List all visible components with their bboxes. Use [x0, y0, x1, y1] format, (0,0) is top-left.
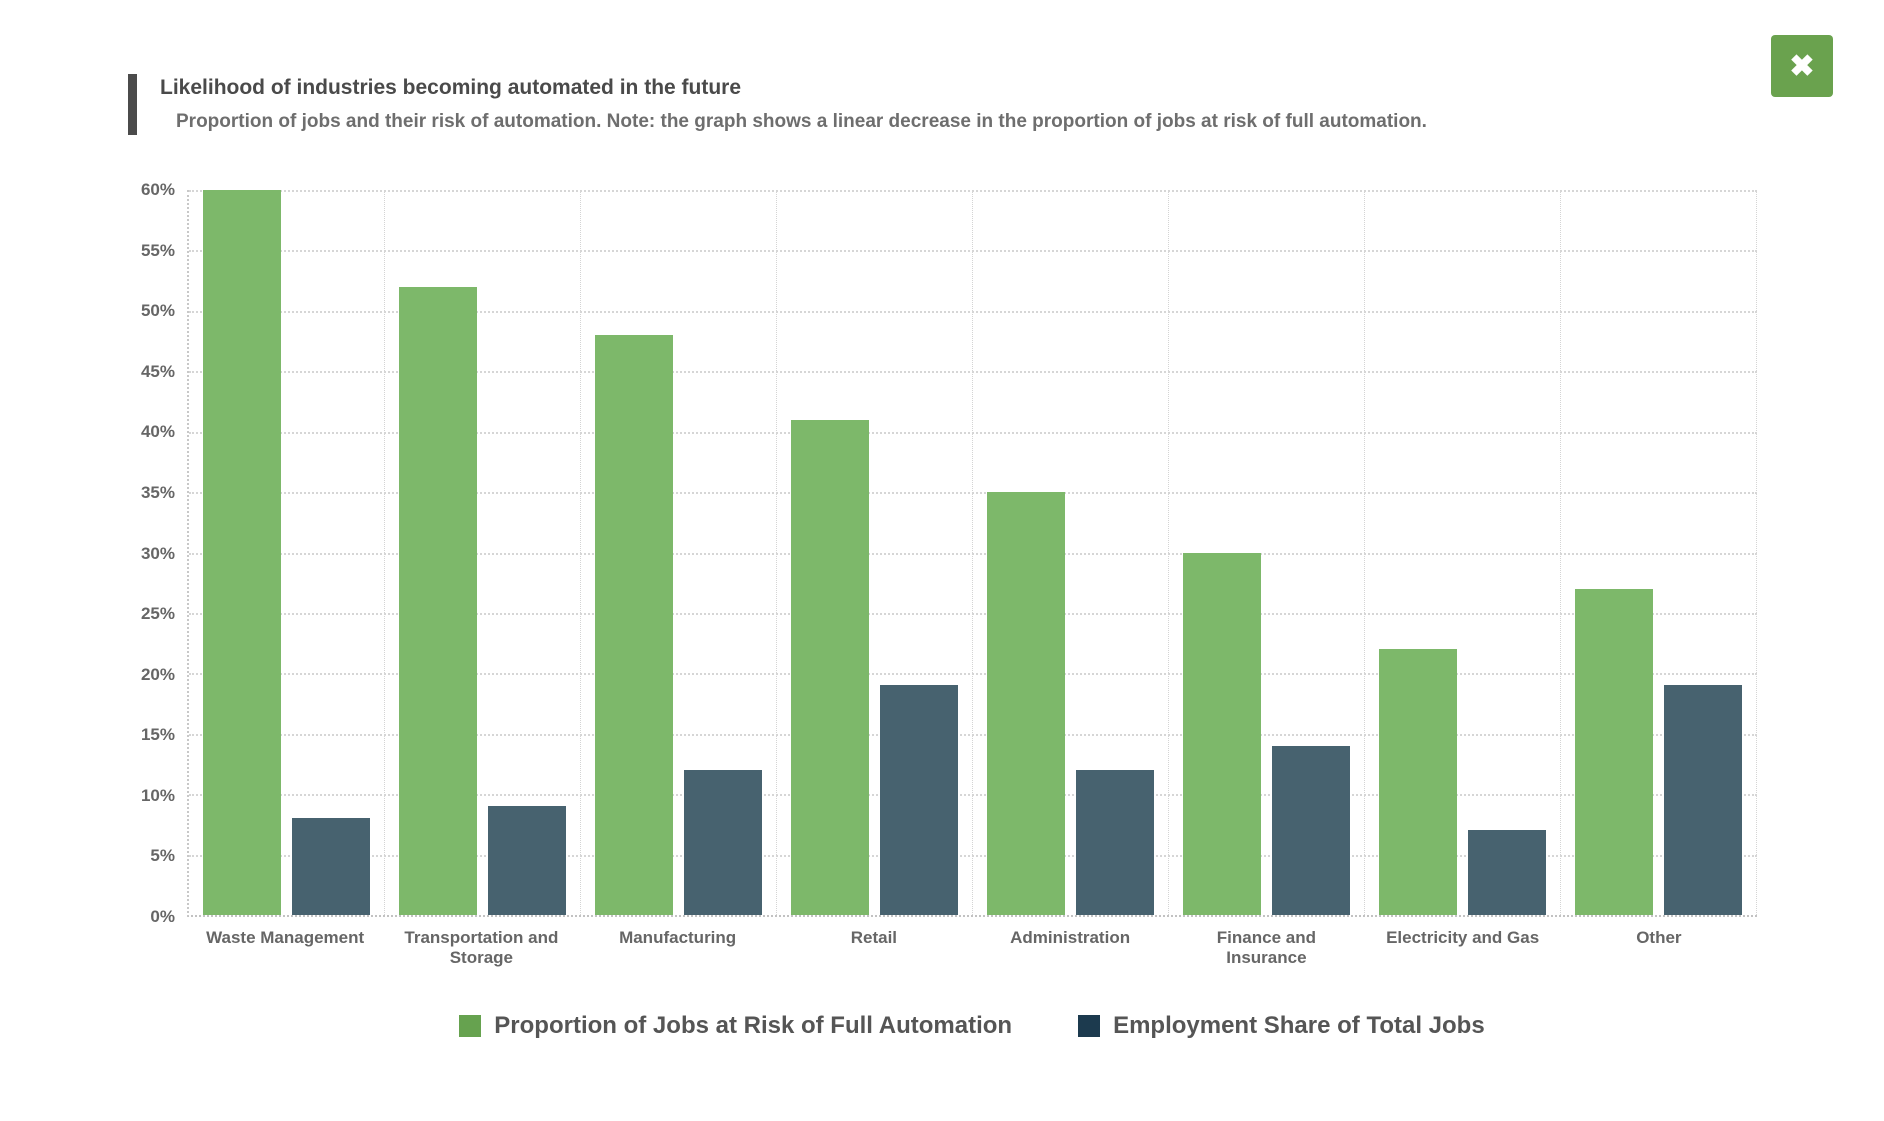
close-button[interactable]: ✖: [1771, 35, 1833, 97]
x-axis-label-waste-management: Waste Management: [206, 928, 365, 947]
legend-swatch-icon: [459, 1015, 482, 1037]
title-accent-bar: [128, 74, 137, 135]
legend-item-proportion-of-jobs-at-risk-of-full-automation[interactable]: Proportion of Jobs at Risk of Full Autom…: [459, 1012, 1012, 1040]
bar-group-administration: [973, 190, 1169, 915]
y-tick-label-10%: 10%: [140, 785, 175, 805]
chart-title: Likelihood of industries becoming automa…: [160, 76, 742, 99]
y-tick-label-30%: 30%: [140, 543, 175, 563]
gridline-45%: [189, 371, 1757, 374]
employment-share-bar-retail: [880, 685, 958, 915]
gridline-50%: [189, 310, 1757, 313]
bar-group-retail: [777, 190, 973, 915]
automation-risk-bar-waste-management: [203, 190, 281, 915]
gridline-30%: [189, 552, 1757, 555]
gridlines: [189, 190, 1757, 915]
y-tick-label-35%: 35%: [140, 482, 175, 502]
employment-share-bar-transportation-and-storage: [488, 806, 566, 915]
gridline-15%: [189, 733, 1757, 736]
gridline-25%: [189, 612, 1757, 615]
legend-label: Employment Share of Total Jobs: [1113, 1012, 1485, 1039]
bar-group-electricity-and-gas: [1365, 190, 1561, 915]
automation-risk-bar-finance-and-insurance: [1183, 552, 1261, 915]
x-axis-label-finance-and-insurance: Finance and Insurance: [1216, 928, 1316, 968]
gridline-60%: [189, 190, 1757, 192]
gridline-40%: [189, 431, 1757, 434]
y-tick-label-45%: 45%: [140, 361, 175, 381]
y-axis-labels: 0% 5% 10% 15% 20% 25% 30% 35% 40% 45% 50% 55% 60%: [105, 180, 175, 926]
automation-risk-bar-electricity-and-gas: [1379, 649, 1457, 915]
y-tick-label-60%: 60%: [140, 180, 175, 199]
plot-area: [187, 190, 1757, 917]
gridline-10%: [189, 794, 1757, 797]
x-axis-label-retail: Retail: [850, 928, 898, 947]
y-tick-label-50%: 50%: [140, 301, 175, 321]
gridline-55%: [189, 250, 1757, 253]
gridline-35%: [189, 492, 1757, 495]
employment-share-bar-waste-management: [292, 818, 370, 915]
x-axis-labels: Waste Management Transportation and Stora…: [187, 928, 1757, 968]
bar-chart: 0% 5% 10% 15% 20% 25% 30% 35% 40% 45% 50% 55% 60% Wa…: [141, 180, 1757, 967]
legend-item-employment-share-of-total-jobs[interactable]: Employment Share of Total Jobs: [1078, 1012, 1485, 1040]
y-tick-label-5%: 5%: [150, 846, 175, 866]
automation-risk-bar-administration: [987, 492, 1065, 915]
x-axis-label-administration: Administration: [1010, 928, 1131, 947]
bar-group-transportation-and-storage: [385, 190, 581, 915]
bar-groups: [189, 190, 1757, 915]
chart-subtitle: Proportion of jobs and their risk of aut…: [176, 111, 1427, 133]
employment-share-bar-finance-and-insurance: [1272, 745, 1350, 915]
y-tick-label-55%: 55%: [140, 240, 175, 260]
x-axis-label-manufacturing: Manufacturing: [619, 928, 737, 947]
y-tick-label-20%: 20%: [140, 664, 175, 684]
y-tick-label-0%: 0%: [150, 907, 175, 926]
x-axis-label-electricity-and-gas: Electricity and Gas: [1386, 928, 1540, 947]
legend-swatch-icon: [1078, 1015, 1101, 1037]
bar-group-waste-management: [189, 190, 385, 915]
employment-share-bar-other: [1664, 685, 1742, 915]
gridline-5%: [189, 854, 1757, 857]
bar-group-finance-and-insurance: [1169, 190, 1365, 915]
gridline-20%: [189, 673, 1757, 676]
automation-risk-bar-manufacturing: [595, 335, 673, 915]
legend: Proportion of Jobs at Risk of Full Autom…: [187, 1012, 1757, 1040]
chart-header: Likelihood of industries becoming automa…: [128, 74, 1427, 135]
close-icon: ✖: [1789, 49, 1815, 83]
y-tick-label-25%: 25%: [140, 604, 175, 624]
automation-risk-bar-other: [1575, 588, 1653, 915]
legend-label: Proportion of Jobs at Risk of Full Autom…: [494, 1012, 1013, 1039]
automation-risk-bar-retail: [791, 419, 869, 915]
bar-group-manufacturing: [581, 190, 777, 915]
title-block: Likelihood of industries becoming automa…: [160, 74, 1427, 135]
employment-share-bar-electricity-and-gas: [1468, 830, 1546, 915]
x-axis-label-other: Other: [1636, 928, 1682, 947]
y-tick-label-15%: 15%: [140, 725, 175, 745]
x-axis-label-transportation-and-storage: Transportation and Storage: [404, 928, 559, 968]
employment-share-bar-manufacturing: [684, 770, 762, 915]
employment-share-bar-administration: [1076, 770, 1154, 915]
bar-group-other: [1561, 190, 1757, 915]
automation-risk-bar-transportation-and-storage: [399, 286, 477, 915]
y-tick-label-40%: 40%: [140, 422, 175, 442]
